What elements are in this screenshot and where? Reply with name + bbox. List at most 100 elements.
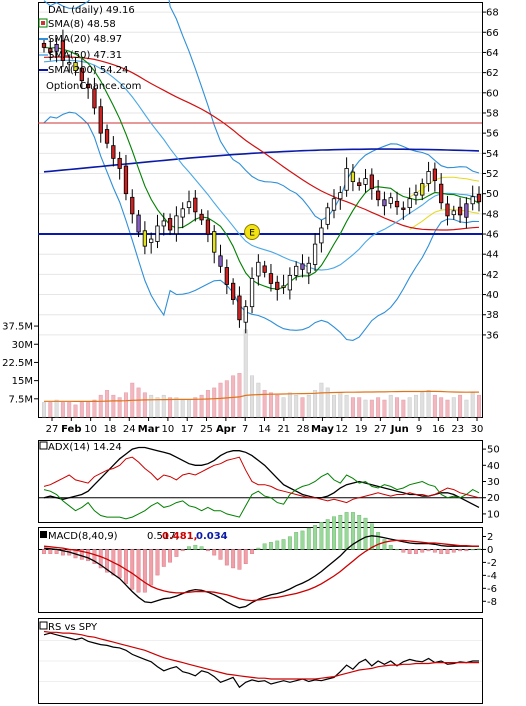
volume-bar — [105, 390, 110, 418]
candle-body — [117, 157, 122, 169]
bollinger-lower-band — [43, 111, 480, 341]
earnings-marker-label: E — [249, 229, 255, 239]
volume-bar — [388, 394, 393, 418]
candle-body — [136, 214, 141, 233]
sma200-line — [43, 148, 480, 173]
candle-body — [237, 295, 242, 321]
candle-body — [382, 199, 387, 207]
macd-tick-label: 2 — [487, 532, 493, 543]
x-tick-label: 16 — [432, 424, 445, 435]
legend-sma200-label: SMA(200) 54.24 — [48, 65, 129, 76]
sma20-line — [43, 59, 480, 271]
candle-body — [48, 48, 53, 53]
adx-series-di — [43, 472, 480, 520]
candle-body — [41, 42, 47, 48]
volume-bar — [86, 402, 91, 418]
horizontal-lines — [38, 122, 482, 236]
candle-body — [394, 200, 400, 208]
volume-bar — [350, 397, 355, 418]
macd-tick-label: 0 — [487, 545, 493, 556]
macd-histogram-bar — [98, 549, 103, 569]
x-tick-label: 27 — [46, 424, 59, 435]
adx-tick-label: 20 — [487, 493, 500, 504]
candle-body — [319, 227, 324, 244]
adx-legend: ADX(14) 14.24 — [39, 441, 122, 453]
candle-body — [432, 168, 438, 181]
macd-histogram-bar — [420, 549, 425, 553]
x-tick-label: Feb — [61, 424, 81, 435]
macd-histogram-bar — [92, 549, 97, 564]
candle-body — [268, 273, 274, 284]
x-tick-label: 14 — [258, 424, 271, 435]
candle-body — [249, 278, 255, 308]
rs-series-rs — [43, 632, 479, 689]
volume-bar — [268, 392, 273, 418]
candle-body — [186, 201, 192, 208]
candle-body — [275, 281, 280, 290]
x-tick-label: 28 — [297, 424, 310, 435]
candle-body — [388, 197, 393, 204]
macd-histogram-bar — [319, 522, 324, 550]
candle-body — [54, 43, 59, 52]
volume-bar — [187, 399, 191, 418]
x-tick-label: Apr — [216, 424, 236, 435]
volume-bar — [325, 387, 330, 418]
macd-tick-label: -4 — [487, 571, 497, 582]
candle-body — [155, 225, 160, 242]
candle-body — [67, 62, 72, 65]
price-tick-label: 42 — [486, 270, 499, 281]
volume-bar — [79, 402, 84, 418]
candle-body — [111, 145, 116, 159]
legend-sma8-label: SMA(8) 48.58 — [48, 19, 116, 30]
bollinger-upper-band — [43, 0, 480, 221]
macd-histogram-bar — [42, 549, 46, 554]
candle-body — [363, 178, 368, 185]
candle-body — [312, 243, 318, 265]
volume-bar — [218, 382, 223, 418]
sma8-line — [43, 46, 480, 290]
volume-bar — [142, 392, 147, 418]
volume-tick-label: 7.5M — [8, 394, 33, 405]
candle-body — [167, 218, 173, 231]
price-panel-frame — [38, 2, 483, 418]
candle-body — [420, 183, 425, 196]
volume-bars — [42, 329, 481, 418]
adx-label: ADX(14) 14.24 — [48, 442, 122, 453]
volume-bar — [439, 397, 444, 418]
candle-body — [375, 190, 381, 201]
price-legend: DAL (daily) 49.16 SMA(8) 48.58 SMA(20) 4… — [38, 5, 141, 92]
macd-histogram-bar — [300, 530, 305, 550]
moving-averages — [43, 46, 480, 290]
macd-histogram-bar — [199, 546, 204, 550]
price-tick-label: 40 — [486, 290, 499, 301]
candle-body — [294, 265, 299, 276]
volume-bar — [445, 399, 450, 418]
macd-histogram-bar — [338, 515, 343, 550]
candlesticks — [41, 29, 482, 334]
macd-histogram-bar — [281, 539, 286, 550]
price-tick-label: 62 — [486, 68, 499, 79]
volume-bar — [60, 402, 65, 418]
volume-bar — [193, 397, 198, 418]
candle-body — [407, 198, 412, 208]
adx-lines — [43, 446, 480, 520]
macd-histogram-bar — [231, 549, 236, 569]
macd-histogram-bar — [187, 546, 191, 550]
volume-bar — [136, 387, 141, 418]
macd-tick-label: -8 — [487, 597, 497, 608]
macd-histogram-bar — [407, 549, 412, 554]
macd-histogram-bar — [350, 512, 355, 550]
volume-bar — [401, 399, 406, 418]
rs-panel-frame — [38, 618, 483, 704]
volume-bar — [180, 399, 185, 418]
adx-axis: 10 20 30 40 50 — [482, 445, 500, 520]
candle-body — [357, 182, 362, 187]
volume-bar — [256, 382, 261, 418]
macd-histogram-bar — [332, 516, 336, 550]
price-tick-label: 54 — [486, 149, 499, 160]
volume-bar — [111, 394, 116, 418]
x-tick-label: 17 — [181, 424, 194, 435]
price-tick-label: 44 — [486, 250, 499, 261]
candle-body — [344, 168, 349, 191]
